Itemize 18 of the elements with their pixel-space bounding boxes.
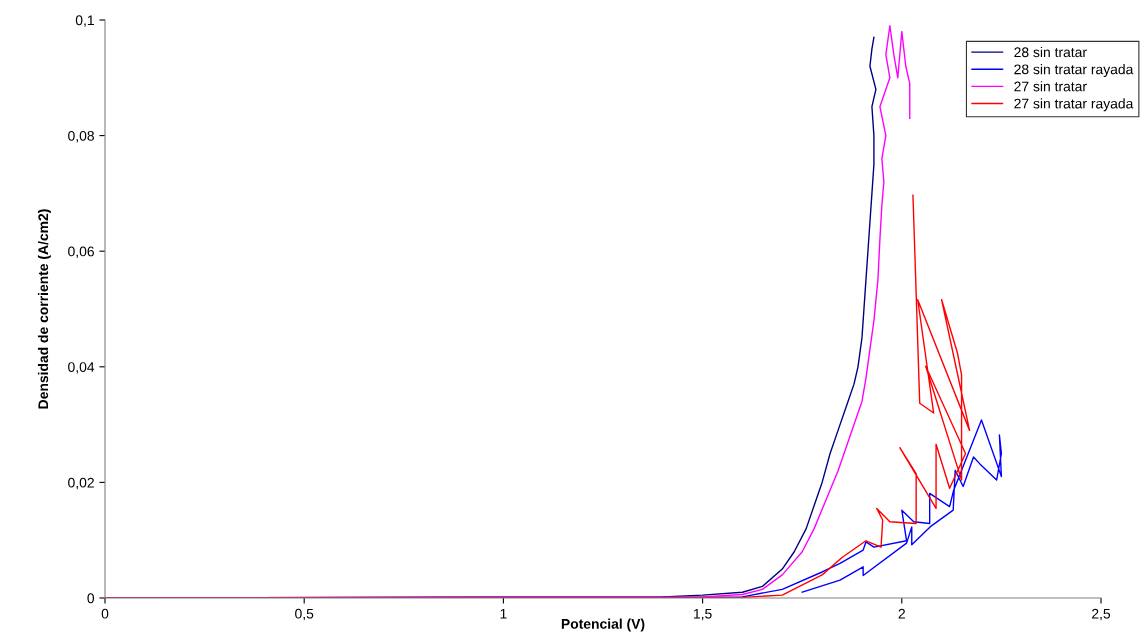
y-tick-label: 0,1: [75, 15, 94, 27]
x-tick-label: 0,5: [295, 608, 314, 621]
y-tick-label: 0,06: [68, 246, 94, 259]
legend-label: 28 sin tratar rayada: [1014, 64, 1134, 78]
x-axis-title: Potencial (V): [561, 618, 645, 632]
y-tick-label: 0,04: [68, 362, 95, 374]
x-tick-label: 2: [898, 608, 905, 619]
x-tick-label: 1,5: [694, 608, 712, 621]
y-tick-label: 0: [87, 593, 95, 604]
y-tick-label: 0,08: [68, 130, 94, 143]
y-tick-label: 0,02: [68, 477, 94, 490]
y-axis-title: Densidad de corriente (A/cm2): [37, 209, 51, 409]
x-tick-label: 2,5: [1092, 608, 1111, 621]
x-tick-label: 1: [500, 608, 507, 619]
legend-label: 28 sin tratar: [1014, 46, 1087, 58]
legend-label: 27 sin tratar: [1014, 81, 1087, 92]
x-tick-label: 0: [101, 608, 109, 619]
legend-label: 27 sin tratar rayada: [1014, 98, 1134, 112]
